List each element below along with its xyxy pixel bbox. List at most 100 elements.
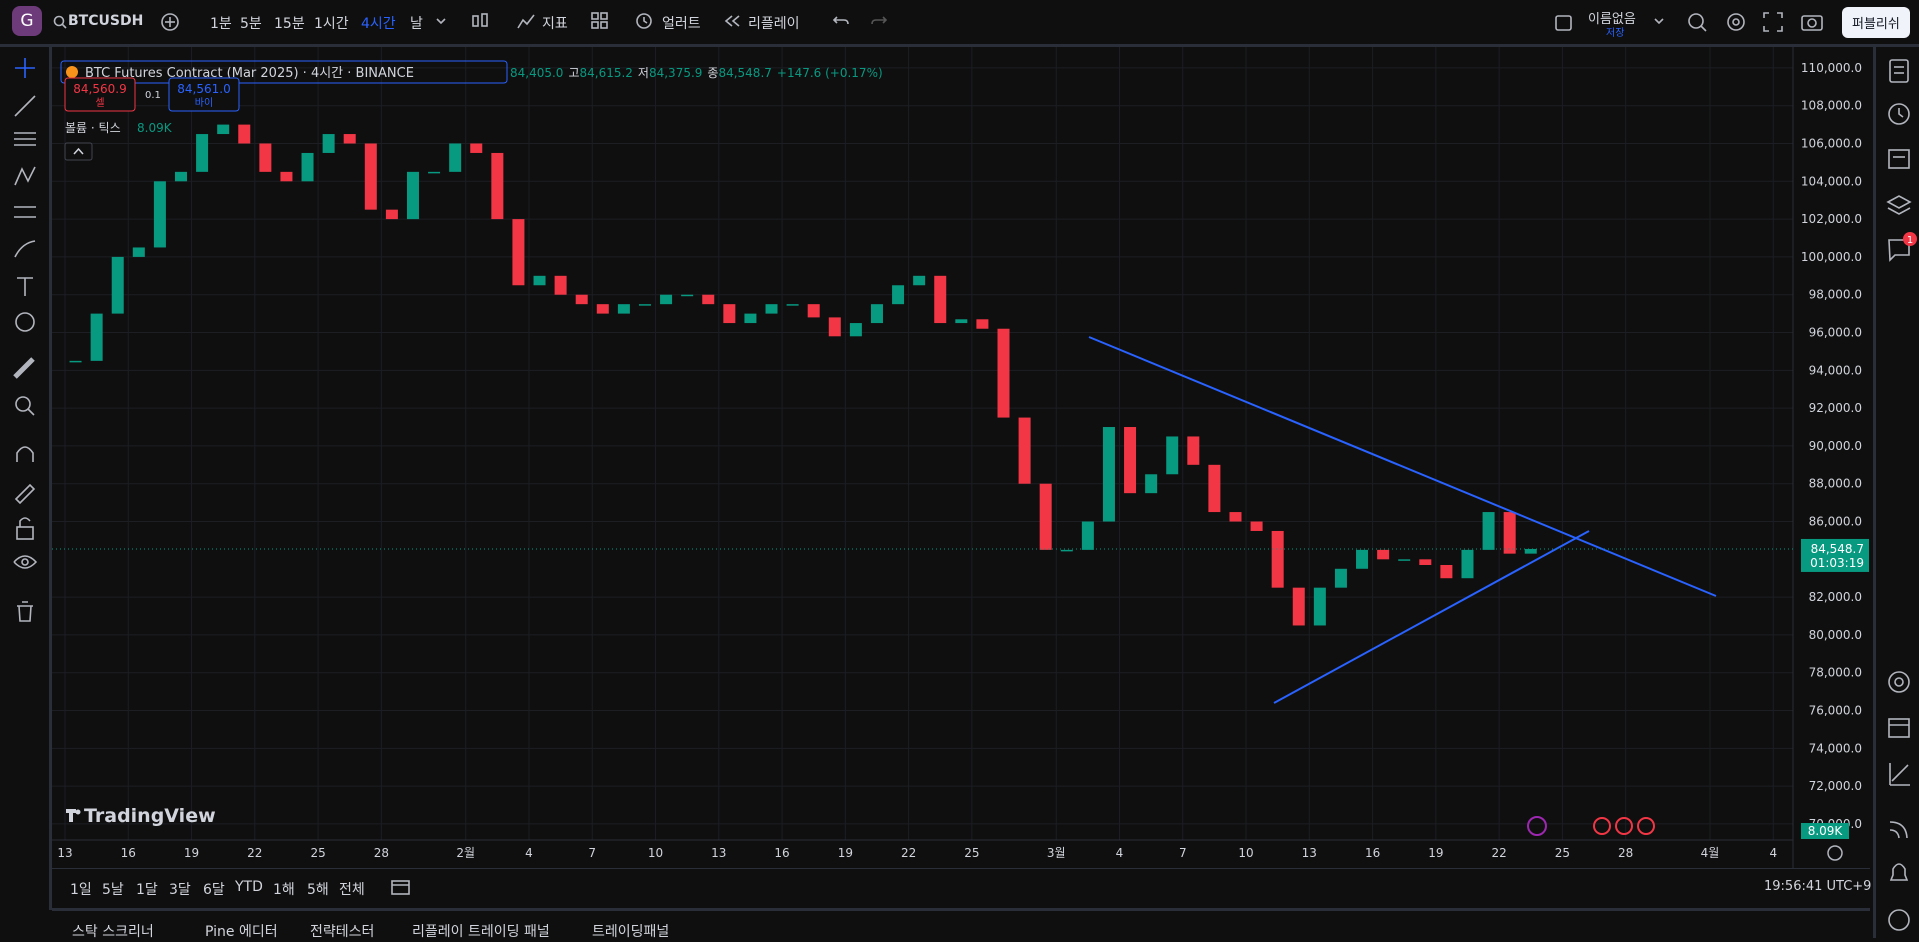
range-button[interactable]: 1달	[136, 882, 158, 898]
lower-trend-line[interactable]	[1273, 530, 1590, 704]
layers[interactable]	[1886, 195, 1912, 215]
interval-menu[interactable]	[436, 16, 446, 26]
fullscreen[interactable]	[1762, 11, 1784, 33]
range-button[interactable]: 1일	[70, 882, 92, 898]
date-range-picker[interactable]	[390, 877, 412, 897]
help[interactable]	[1888, 909, 1910, 931]
candle	[575, 294, 588, 305]
interval[interactable]: 4시간	[361, 16, 396, 32]
symbol[interactable]: BTCUSDH	[68, 13, 144, 29]
save[interactable]: 저장	[1606, 28, 1625, 39]
interval[interactable]: 1분	[210, 16, 232, 32]
economic-event[interactable]	[1615, 817, 1633, 835]
calendar[interactable]	[1888, 718, 1910, 738]
range-button[interactable]: YTD	[235, 879, 263, 895]
redo[interactable]	[870, 14, 888, 28]
range-button[interactable]: 5날	[102, 882, 124, 898]
legend-title[interactable]: BTC Futures Contract (Mar 2025) · 4시간 · …	[85, 66, 414, 81]
collapse-legend[interactable]	[64, 142, 93, 161]
buy-label[interactable]: 바이	[195, 97, 213, 109]
replay-icon[interactable]	[724, 14, 742, 28]
publish-button[interactable]: 퍼블리쉬	[1842, 7, 1910, 38]
buy-button[interactable]	[168, 77, 240, 112]
chart-type[interactable]	[470, 10, 490, 34]
stay-drawing-tool[interactable]	[14, 483, 36, 505]
add-symbol[interactable]	[160, 12, 180, 32]
layout-checkbox[interactable]	[1554, 14, 1574, 32]
interval[interactable]: 15분	[274, 16, 305, 32]
alert-icon[interactable]	[634, 11, 656, 31]
magnet-tool[interactable]	[16, 446, 34, 462]
range-button[interactable]: 6달	[203, 882, 225, 898]
range-button[interactable]: 1해	[273, 882, 295, 898]
panel-tab[interactable]: 리플레이 트레이딩 패널	[412, 924, 550, 940]
panel-tab[interactable]: 스탁 스크리너	[72, 924, 154, 940]
y-tick-label: 100,000.0	[1801, 250, 1862, 264]
y-tick-label: 96,000.0	[1809, 326, 1862, 340]
panel-tab[interactable]: 트레이딩패널	[592, 924, 670, 940]
trend-line-tool[interactable]	[14, 95, 36, 117]
notifications[interactable]	[1889, 863, 1909, 881]
snapshot[interactable]	[1800, 11, 1824, 33]
interval[interactable]: 1시간	[314, 16, 349, 32]
clock[interactable]: 19:56:41 UTC+9	[1764, 879, 1872, 894]
x-tick-label: 19	[184, 846, 199, 860]
sell-price[interactable]: 84,560.9	[73, 82, 126, 96]
layout-menu[interactable]	[1654, 16, 1664, 26]
candle	[196, 134, 209, 172]
candle	[1250, 521, 1263, 531]
text-tool[interactable]	[17, 277, 33, 296]
lock-tool[interactable]	[16, 517, 34, 540]
x-tick-label: 22	[1491, 846, 1506, 860]
candle	[660, 294, 673, 305]
range-button[interactable]: 3달	[169, 882, 191, 898]
buy-price[interactable]: 84,561.0	[177, 82, 230, 96]
brush-tool[interactable]	[14, 240, 36, 258]
pattern-tool[interactable]	[14, 166, 36, 186]
fib-tool[interactable]	[14, 132, 36, 146]
replay[interactable]: 리플레이	[748, 16, 800, 32]
hide-tool[interactable]	[13, 555, 38, 569]
economic-event[interactable]	[1637, 817, 1655, 835]
streams[interactable]	[1889, 821, 1908, 839]
event-marker[interactable]	[1527, 816, 1547, 836]
interval[interactable]: 5분	[240, 16, 262, 32]
sell-label[interactable]: 셀	[95, 97, 104, 109]
panel-tab[interactable]: Pine 에디터	[205, 924, 278, 940]
pine[interactable]	[1889, 763, 1910, 786]
volume-title[interactable]: 볼륨 · 틱스	[65, 121, 121, 135]
panel-tab[interactable]: 전략테스터	[310, 924, 375, 940]
quick-search[interactable]	[1686, 11, 1708, 33]
economic-event[interactable]	[1593, 817, 1611, 835]
zoom-tool[interactable]	[15, 396, 35, 416]
upper-trend-line[interactable]	[1088, 336, 1717, 597]
ideas[interactable]	[1888, 671, 1910, 693]
templates[interactable]	[590, 11, 610, 31]
ruler-tool[interactable]	[13, 357, 35, 379]
crosshair-tool[interactable]	[15, 58, 35, 78]
indicators[interactable]: 지표	[542, 16, 568, 32]
triangle-drawing[interactable]	[1088, 336, 1717, 704]
prediction-tool[interactable]	[14, 206, 36, 218]
object-tree[interactable]	[1888, 149, 1910, 169]
interval[interactable]: 날	[410, 16, 423, 32]
alerts[interactable]	[1888, 103, 1910, 125]
x-tick-label: 22	[901, 846, 916, 860]
axis-settings[interactable]	[1827, 845, 1843, 861]
emoji-tool[interactable]	[15, 312, 35, 332]
sell-button[interactable]	[64, 77, 136, 112]
layout-name[interactable]: 이름없음	[1588, 12, 1636, 27]
watchlist[interactable]	[1889, 59, 1909, 83]
range-button[interactable]: 5해	[307, 882, 329, 898]
candle	[1461, 549, 1474, 579]
legend-ohlc-value: 84,375.9	[649, 66, 702, 80]
candle	[1229, 512, 1242, 522]
settings[interactable]	[1725, 11, 1747, 33]
alert[interactable]: 얼러트	[662, 16, 701, 32]
indicators-icon[interactable]	[516, 11, 536, 31]
undo[interactable]	[832, 14, 850, 28]
range-button[interactable]: 전체	[339, 882, 365, 898]
avatar[interactable]: G	[12, 6, 42, 36]
search-icon[interactable]	[53, 15, 67, 29]
delete-tool[interactable]	[17, 601, 33, 622]
